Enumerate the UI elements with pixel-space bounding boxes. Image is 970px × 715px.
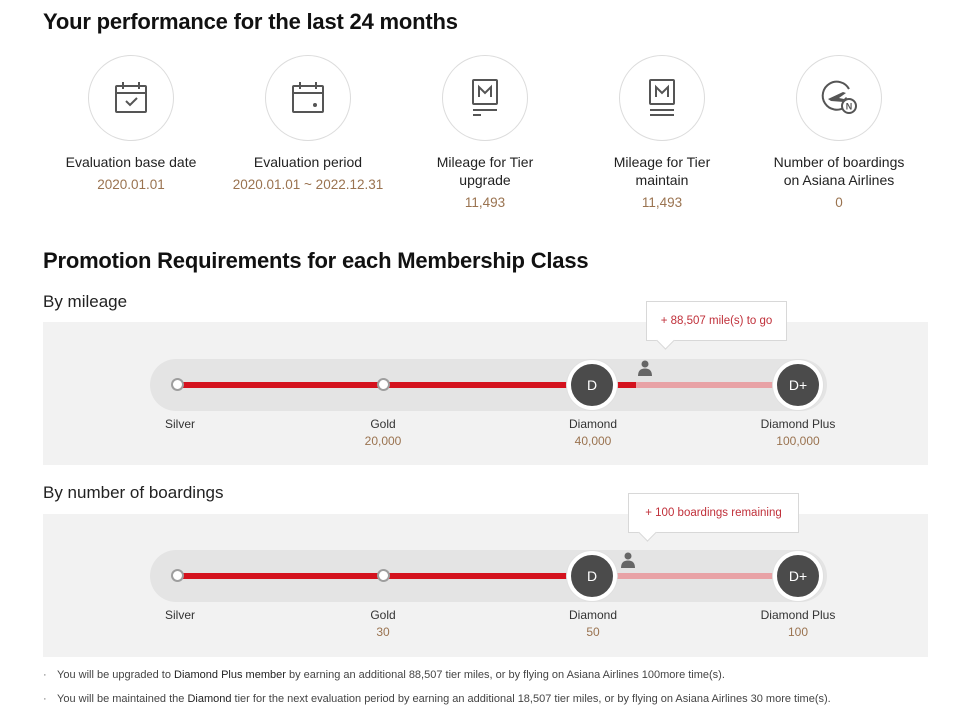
by-boardings-title: By number of boardings [43, 483, 224, 502]
mileage-progress-remaining [636, 382, 799, 388]
stat-mileage-upgrade: Mileage for Tier upgrade 11,493 [400, 55, 570, 210]
tier-badge-diamond-plus: D+ [773, 551, 823, 601]
current-position-person-icon [621, 552, 635, 568]
mileage-progress-filled [177, 382, 636, 388]
boarding-plane-icon: N [821, 80, 857, 114]
tier-marker-gold [377, 569, 390, 582]
tier-label-silver: Silver [164, 608, 195, 622]
stat-icon-circle [88, 55, 174, 141]
stat-evaluation-base-date: Evaluation base date 2020.01.01 [46, 55, 216, 192]
tier-label-gold: Gold 30 [370, 608, 396, 639]
stat-label: Evaluation base date [65, 154, 197, 170]
tier-label-gold: Gold 20,000 [364, 417, 402, 448]
stat-value: 11,493 [641, 195, 683, 210]
stat-value: 0 [835, 195, 843, 210]
tier-label-diamond: Diamond 40,000 [568, 417, 618, 448]
calendar-check-icon [115, 82, 147, 113]
tier-label-diamond-plus: Diamond Plus 100,000 [760, 417, 836, 448]
stat-icon-circle: N [796, 55, 882, 141]
boardings-progress-remaining [618, 573, 799, 579]
by-mileage-title: By mileage [43, 292, 128, 311]
tier-marker-silver [171, 378, 184, 391]
promotion-title: Promotion Requirements for each Membersh… [43, 248, 589, 273]
tier-label-silver: Silver [164, 417, 195, 431]
mileage-maintain-icon [649, 79, 675, 116]
tier-badge-diamond: D [567, 551, 617, 601]
stat-icon-circle [265, 55, 351, 141]
boardings-remaining-tooltip: + 100 boardings remaining [628, 493, 799, 533]
boardings-progress-panel: D D+ Silver Gold 30 Diamond 50 Diamond Plu… [43, 514, 928, 657]
mileage-progress-panel: D D+ Silver Gold 20,000 Diamond 40,000 Dia… [43, 322, 928, 465]
tier-label-diamond: Diamond 50 [568, 608, 618, 639]
stat-boardings: N Number of boardings on Asiana Airlines … [754, 55, 924, 210]
boardings-progress-filled [177, 573, 618, 579]
tier-badge-diamond: D [567, 360, 617, 410]
note-maintain: · You will be maintained the Diamond tier… [43, 693, 831, 705]
tier-badge-diamond-plus: D+ [773, 360, 823, 410]
mileage-remaining-tooltip: + 88,507 mile(s) to go [646, 301, 787, 341]
current-position-person-icon [638, 360, 652, 376]
calendar-icon [292, 82, 324, 113]
stat-label: Mileage for Tier maintain [613, 154, 711, 188]
stat-icon-circle [442, 55, 528, 141]
stat-value: 11,493 [464, 195, 506, 210]
stat-mileage-maintain: Mileage for Tier maintain 11,493 [577, 55, 747, 210]
stat-value: 2020.01.01 [97, 177, 165, 192]
tier-label-diamond-plus: Diamond Plus 100 [760, 608, 836, 639]
tier-marker-gold [377, 378, 390, 391]
tier-marker-silver [171, 569, 184, 582]
stat-label: Evaluation period [253, 154, 363, 170]
performance-title: Your performance for the last 24 months [43, 9, 458, 34]
note-upgrade: · You will be upgraded to Diamond Plus me… [43, 669, 725, 681]
stat-value: 2020.01.01 ~ 2022.12.31 [232, 177, 384, 192]
svg-text:N: N [846, 102, 853, 112]
stat-label: Mileage for Tier upgrade [436, 154, 534, 188]
stat-label: Number of boardings on Asiana Airlines [773, 154, 905, 188]
mileage-upgrade-icon [472, 79, 498, 116]
stat-icon-circle [619, 55, 705, 141]
stat-evaluation-period: Evaluation period 2020.01.01 ~ 2022.12.3… [223, 55, 393, 192]
